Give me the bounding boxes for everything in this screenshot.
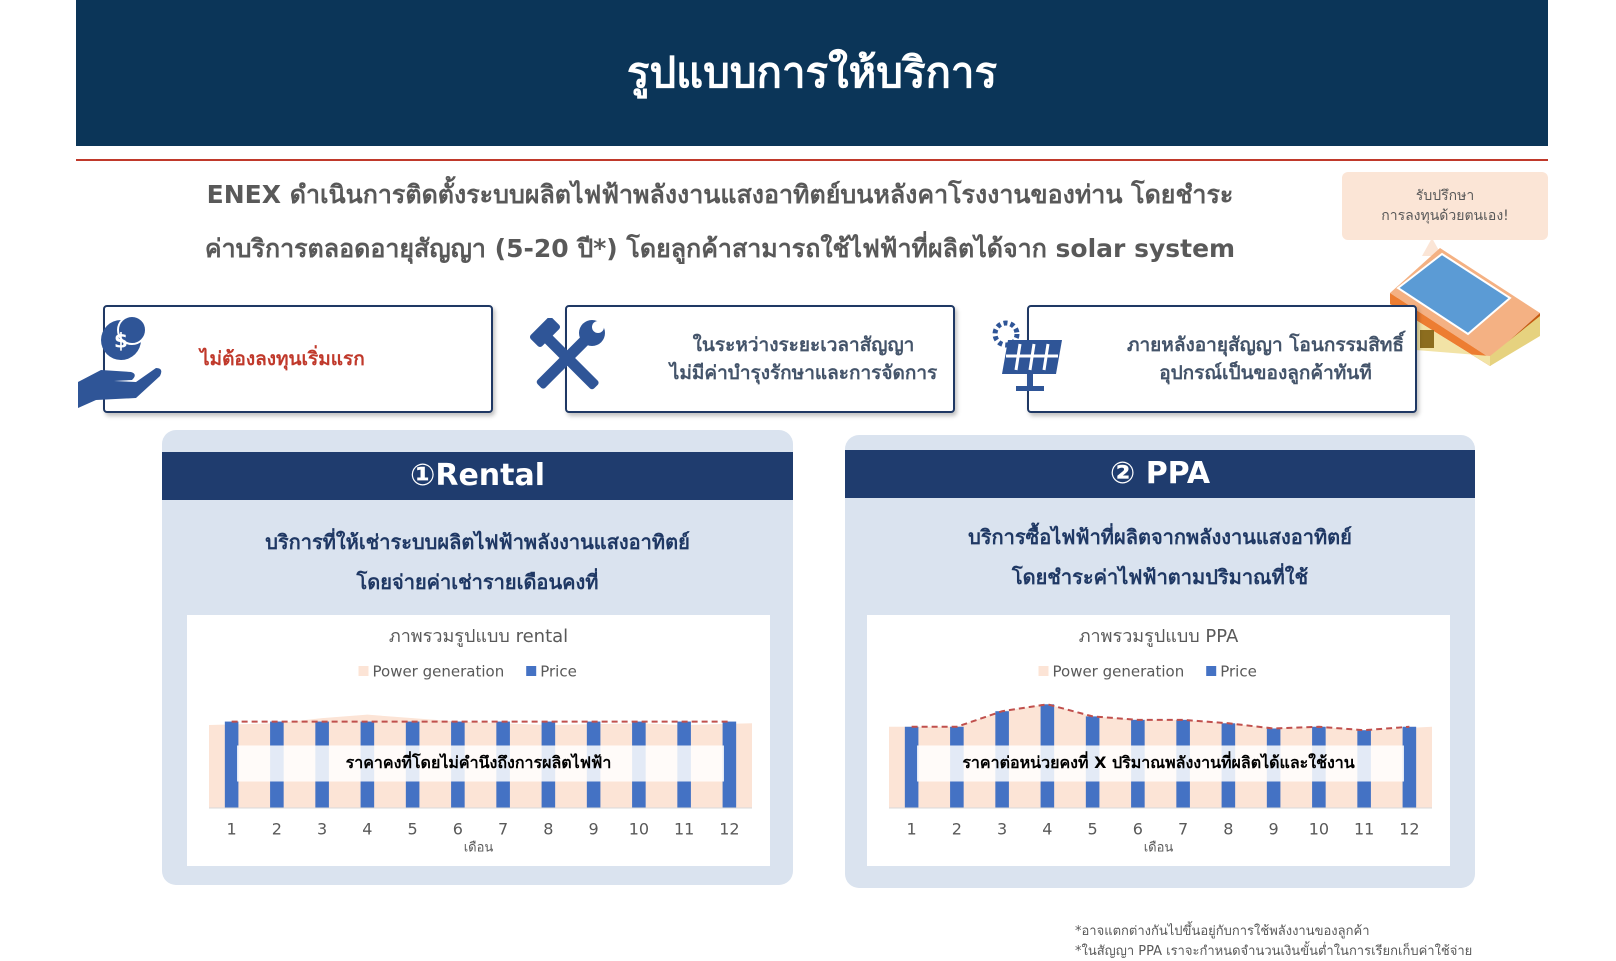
x-tick-label: 9 (589, 820, 599, 839)
chart-title: ภาพรวมรูปแบบ PPA (1079, 626, 1239, 647)
chart-box: ภาพรวมรูปแบบ PPA Power generation Price ราค… (867, 615, 1450, 866)
x-tick-label: 2 (952, 820, 962, 839)
feature-text: ในระหว่างระยะเวลาสัญญา ไม่มีค่าบำรุงรักษ… (662, 307, 945, 411)
solar-panel-icon (992, 320, 1062, 391)
chart-title: ภาพรวมรูปแบบ rental (389, 626, 568, 647)
page-title: รูปแบบการให้บริการ (626, 48, 998, 97)
footnote: *ในสัญญา PPA เราจะกำหนดจำนวนเงินขั้นต่ำใ… (1075, 944, 1473, 959)
callout: รับปรึกษา การลงทุนด้วยตนเอง! (1342, 172, 1548, 240)
annotation: ราคาคงที่โดยไม่คำนึงถึงการผลิตไฟฟ้า (346, 751, 612, 772)
x-tick-label: 5 (1088, 820, 1098, 839)
intro-line: ENEX ดำเนินการติดตั้งระบบผลิตไฟฟ้าพลังงา… (206, 180, 1234, 209)
x-tick-label: 1 (227, 820, 237, 839)
x-tick-label: 4 (362, 820, 372, 839)
panel-title: ①Rental (162, 452, 793, 500)
x-axis-label: เดือน (1144, 840, 1174, 856)
x-tick-label: 6 (453, 820, 463, 839)
callout-line: การลงทุนด้วยตนเอง! (1381, 208, 1509, 224)
chart: ภาพรวมรูปแบบ PPA Power generation Price ราค… (889, 626, 1432, 856)
panel-description: บริการซื้อไฟฟ้าที่ผลิตจากพลังงานแสงอาทิต… (968, 525, 1352, 549)
service-panel: ② PPA บริการซื้อไฟฟ้าที่ผลิตจากพลังงานแส… (845, 435, 1475, 888)
x-tick-label: 3 (317, 820, 327, 839)
x-tick-label: 10 (629, 820, 649, 839)
tools-icon (529, 318, 605, 390)
x-tick-label: 5 (408, 820, 418, 839)
x-tick-label: 6 (1133, 820, 1143, 839)
bar (722, 721, 737, 808)
annotation: ราคาต่อหน่วยคงที่ X ปริมาณพลังงานที่ผลิต… (962, 751, 1354, 772)
legend-label: Price (1220, 663, 1257, 681)
callout-line: รับปรึกษา (1415, 188, 1475, 204)
feature-box: ในระหว่างระยะเวลาสัญญา ไม่มีค่าบำรุงรักษ… (565, 305, 955, 413)
footnote: *อาจแตกต่างกันไปขึ้นอยู่กับการใช้พลังงาน… (1075, 924, 1370, 939)
x-tick-label: 8 (1223, 820, 1233, 839)
x-tick-label: 9 (1269, 820, 1279, 839)
bar (904, 726, 919, 808)
annotation-box (917, 745, 1404, 782)
legend-swatch (526, 666, 537, 676)
svg-text:$: $ (114, 329, 128, 353)
legend-label: Power generation (373, 663, 505, 681)
coin-hand-icon: $ (78, 315, 162, 408)
feature-box: ภายหลังอายุสัญญา โอนกรรมสิทธิ์ อุปกรณ์เป… (1027, 305, 1417, 413)
x-tick-label: 11 (1354, 820, 1374, 839)
divider (76, 159, 1548, 161)
feature-line: ไม่ต้องลงทุนเริ่มแรก (200, 348, 365, 370)
x-tick-label: 1 (907, 820, 917, 839)
x-tick-label: 7 (498, 820, 508, 839)
legend-swatch (358, 666, 369, 676)
bar (224, 721, 239, 808)
feature-box: ไม่ต้องลงทุนเริ่มแรก (103, 305, 493, 413)
x-tick-label: 2 (272, 820, 282, 839)
header: รูปแบบการให้บริการ (76, 0, 1548, 146)
panel-description: โดยจ่ายค่าเช่ารายเดือนคงที่ (356, 570, 599, 594)
feature-text: ไม่ต้องลงทุนเริ่มแรก (200, 307, 483, 411)
x-tick-label: 3 (997, 820, 1007, 839)
x-tick-label: 4 (1042, 820, 1052, 839)
chart: ภาพรวมรูปแบบ rental Power generation Price… (209, 626, 752, 856)
feature-line: อุปกรณ์เป็นของลูกค้าทันที (1159, 362, 1372, 384)
x-tick-label: 12 (1399, 820, 1419, 839)
chart-box: ภาพรวมรูปแบบ rental Power generation Price… (187, 615, 770, 866)
feature-line: ภายหลังอายุสัญญา โอนกรรมสิทธิ์ (1126, 334, 1404, 356)
intro-line: ค่าบริการตลอดอายุสัญญา (5-20 ปี*) โดยลูก… (204, 234, 1236, 263)
price-trend (911, 703, 1410, 732)
annotation-box (237, 745, 724, 782)
x-axis-label: เดือน (464, 840, 494, 856)
service-panel: ①Rental บริการที่ให้เช่าระบบผลิตไฟฟ้าพลั… (162, 430, 793, 885)
x-tick-label: 11 (674, 820, 694, 839)
panel-title: ② PPA (845, 450, 1475, 498)
x-tick-label: 10 (1309, 820, 1329, 839)
panel-description: โดยชำระค่าไฟฟ้าตามปริมาณที่ใช้ (1011, 565, 1309, 589)
feature-text: ภายหลังอายุสัญญา โอนกรรมสิทธิ์ อุปกรณ์เป… (1124, 307, 1407, 411)
x-tick-label: 12 (719, 820, 739, 839)
legend-label: Price (540, 663, 577, 681)
feature-line: ในระหว่างระยะเวลาสัญญา (692, 334, 915, 356)
panel-description: บริการที่ให้เช่าระบบผลิตไฟฟ้าพลังงานแสงอ… (265, 530, 690, 554)
x-tick-label: 8 (543, 820, 553, 839)
feature-line: ไม่มีค่าบำรุงรักษาและการจัดการ (669, 362, 938, 384)
bar (1402, 726, 1417, 808)
legend-swatch (1206, 666, 1217, 676)
legend-label: Power generation (1053, 663, 1185, 681)
x-tick-label: 7 (1178, 820, 1188, 839)
legend-swatch (1038, 666, 1049, 676)
